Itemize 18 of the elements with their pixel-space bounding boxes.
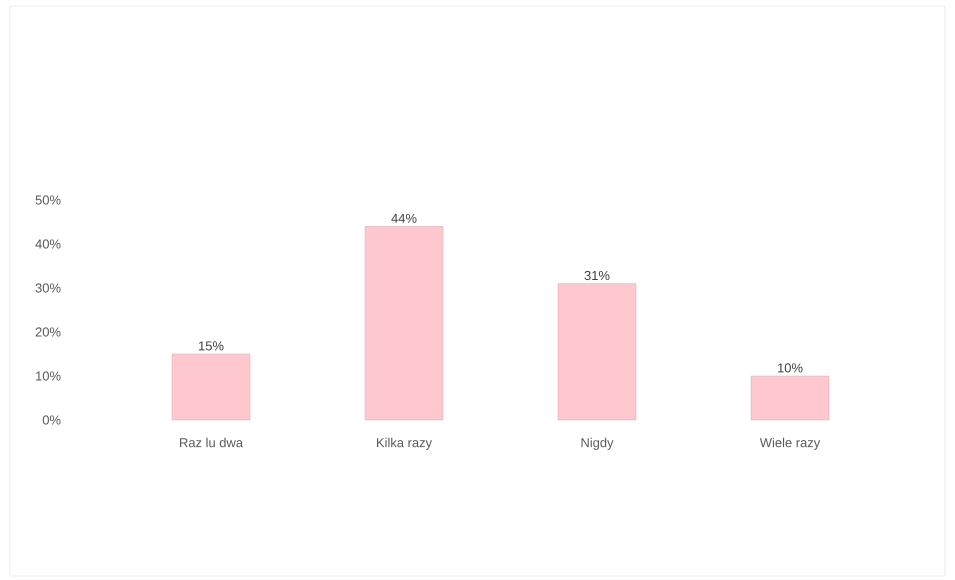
x-tick-label: Nigdy bbox=[582, 438, 614, 450]
x-tick-label: Kilka razy bbox=[376, 438, 432, 450]
bar bbox=[750, 376, 830, 420]
data-label: 44% bbox=[391, 214, 417, 223]
x-tick-label: Raz lu dwa bbox=[180, 438, 244, 448]
y-tick-label: 40% bbox=[35, 239, 61, 249]
data-label: 15% bbox=[199, 341, 224, 350]
y-tick-label: 50% bbox=[36, 195, 61, 205]
bar bbox=[364, 226, 444, 420]
y-tick-label: 20% bbox=[36, 327, 61, 337]
bar bbox=[172, 354, 250, 420]
bar bbox=[558, 283, 636, 420]
y-tick-label: 10% bbox=[36, 371, 61, 381]
data-label: 10% bbox=[778, 363, 803, 372]
y-tick-label: 0% bbox=[42, 415, 61, 425]
x-tick-label: Wiele razy bbox=[760, 438, 820, 450]
y-tick-label: 30% bbox=[36, 283, 61, 293]
data-label: 31% bbox=[584, 270, 610, 280]
